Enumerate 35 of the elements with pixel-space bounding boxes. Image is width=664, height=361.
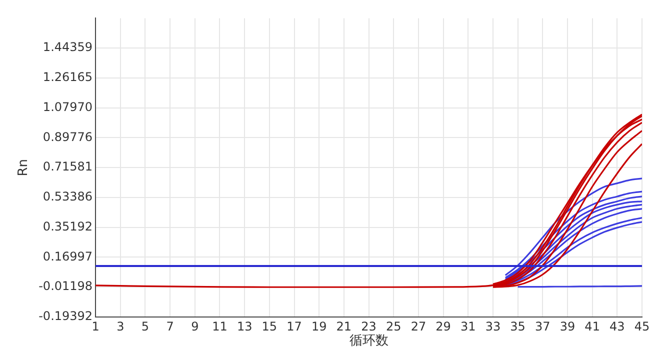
x-tick-label: 23 [361,319,376,334]
y-axis-title: Rn [16,158,32,176]
y-tick-label: 1.26165 [42,70,93,84]
x-tick-label: 45 [634,319,650,334]
x-tick-label: 29 [436,319,451,334]
y-tick-label: -0.19392 [38,309,93,324]
x-tick-label: 11 [212,319,228,334]
x-tick-label: 41 [584,319,600,334]
x-tick-label: 9 [191,319,199,334]
x-tick-label: 17 [286,319,302,334]
x-tick-label: 43 [610,319,625,334]
x-tick-label: 19 [311,319,327,334]
y-tick-label: 0.71581 [42,160,93,174]
x-tick-label: 3 [116,319,124,334]
x-tick-label: 25 [386,319,402,334]
y-tick-label: 0.35192 [42,219,93,234]
x-axis-title: 循环数 [349,334,388,349]
x-tick-label: 15 [262,319,278,334]
y-tick-label: -0.01198 [38,279,93,294]
x-tick-label: 13 [236,319,252,334]
x-tick-label: 39 [560,319,576,334]
x-tick-label: 27 [410,319,426,334]
y-tick-label: 0.89776 [42,130,93,144]
x-tick-label: 37 [535,319,550,334]
x-tick-label: 1 [92,319,100,334]
x-tick-label: 31 [460,319,476,334]
y-tick-label: 1.07970 [42,100,93,114]
x-tick-label: 5 [141,319,150,334]
x-tick-label: 35 [510,319,526,334]
x-tick-label: 7 [166,319,174,334]
y-tick-label: 1.44359 [42,40,93,54]
y-tick-label: 0.16997 [42,249,93,264]
x-tick-label: 21 [336,319,352,334]
x-tick-label: 33 [485,319,501,334]
y-tick-label: 0.53386 [42,190,93,204]
